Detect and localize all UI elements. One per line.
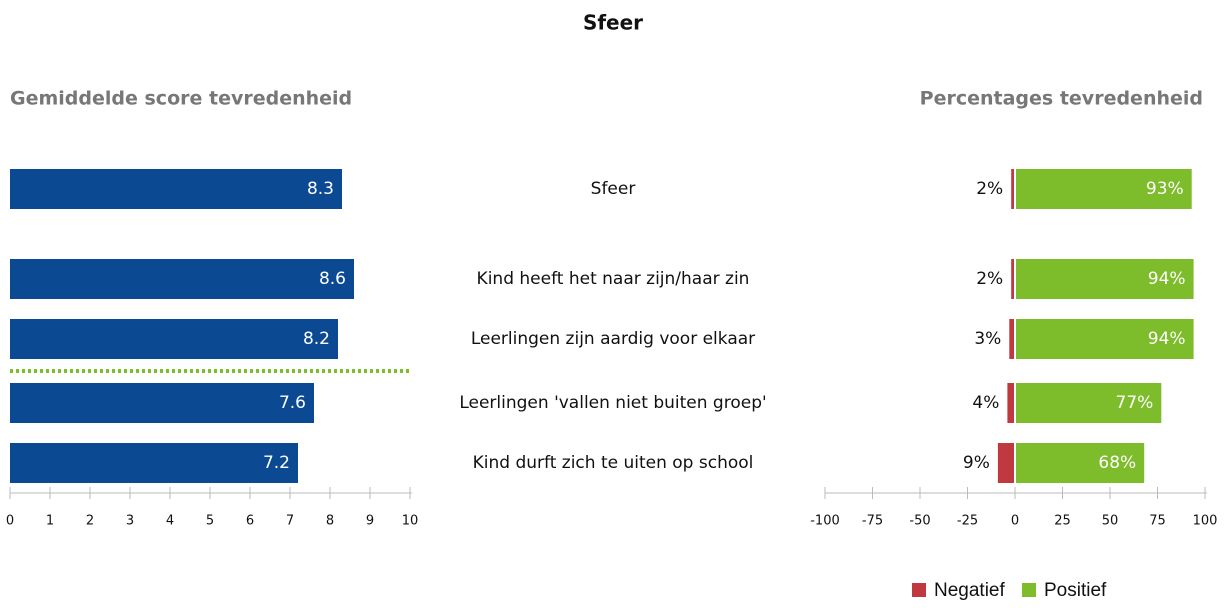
x-tick-label: 25 — [1054, 514, 1071, 529]
bar-label: 3% — [974, 329, 1001, 349]
bar-label: 7.6 — [279, 393, 306, 413]
bar-segment — [1016, 169, 1192, 209]
bar-label: 4% — [972, 393, 999, 413]
left-title: Gemiddelde score tevredenheid — [10, 88, 352, 110]
bar-segment — [1011, 259, 1014, 299]
bar-label: 94% — [1148, 269, 1186, 289]
page-title: Sfeer — [583, 11, 643, 35]
bar-segment — [997, 443, 1014, 483]
x-tick-label: 8 — [326, 514, 334, 529]
x-tick-label: 9 — [366, 514, 374, 529]
right-title: Percentages tevredenheid — [920, 88, 1203, 110]
x-tick-label: 4 — [166, 514, 174, 529]
category-label: Sfeer — [591, 179, 636, 199]
x-tick-label: -75 — [862, 514, 883, 529]
legend-label: Positief — [1044, 580, 1107, 601]
x-tick-label: 5 — [206, 514, 214, 529]
x-tick-label: 0 — [6, 514, 14, 529]
x-tick-label: 75 — [1149, 514, 1166, 529]
bar-segment — [1016, 443, 1145, 483]
bar-label: 8.3 — [307, 179, 334, 199]
category-label: Leerlingen zijn aardig voor elkaar — [471, 329, 755, 349]
category-label: Leerlingen 'vallen niet buiten groep' — [459, 393, 766, 413]
bar — [10, 259, 354, 299]
x-tick-label: 3 — [126, 514, 134, 529]
x-tick-label: 0 — [1011, 514, 1019, 529]
x-tick-label: 50 — [1102, 514, 1119, 529]
bar-label: 77% — [1116, 393, 1154, 413]
category-label: Kind durft zich te uiten op school — [473, 453, 754, 473]
bar — [10, 383, 314, 423]
bar-segment — [1016, 259, 1194, 299]
bar — [10, 169, 342, 209]
legend-swatch — [912, 583, 926, 597]
bar-label: 7.2 — [263, 453, 290, 473]
legend-label: Negatief — [934, 580, 1005, 601]
bar-label: 93% — [1146, 179, 1184, 199]
bar-label: 68% — [1098, 453, 1136, 473]
bar — [10, 443, 298, 483]
x-tick-label: 1 — [46, 514, 54, 529]
x-tick-label: -50 — [909, 514, 930, 529]
x-tick-label: 2 — [86, 514, 94, 529]
bar-label: 94% — [1148, 329, 1186, 349]
bar-segment — [1016, 319, 1194, 359]
legend-swatch — [1022, 583, 1036, 597]
x-tick-label: 100 — [1193, 514, 1218, 529]
bar-label: 2% — [976, 179, 1003, 199]
x-tick-label: -25 — [957, 514, 978, 529]
bar-label: 8.2 — [303, 329, 330, 349]
x-tick-label: 10 — [402, 514, 419, 529]
bar-label: 9% — [963, 453, 990, 473]
x-tick-label: 7 — [286, 514, 294, 529]
bar-segment — [1011, 169, 1014, 209]
x-tick-label: 6 — [246, 514, 254, 529]
bar-label: 2% — [976, 269, 1003, 289]
bar-segment — [1016, 383, 1162, 423]
bar — [10, 319, 338, 359]
bar-segment — [1007, 383, 1014, 423]
category-label: Kind heeft het naar zijn/haar zin — [477, 269, 750, 289]
x-tick-label: -100 — [810, 514, 840, 529]
bar-label: 8.6 — [319, 269, 346, 289]
bar-segment — [1009, 319, 1014, 359]
